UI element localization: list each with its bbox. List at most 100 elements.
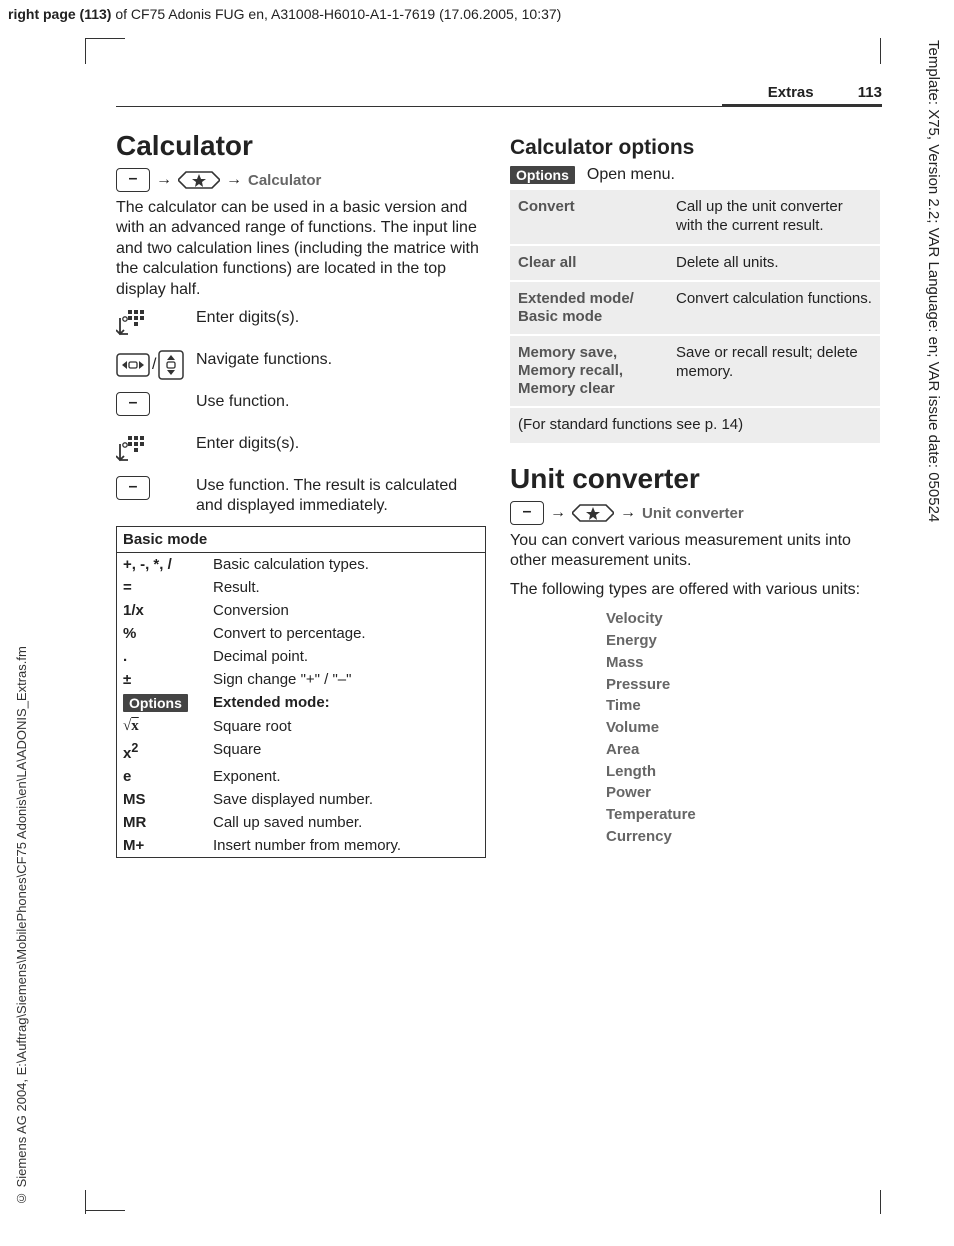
bb-key: MR: [123, 814, 213, 831]
unit-item: Time: [606, 695, 880, 717]
bb-val: Decimal point.: [213, 648, 479, 665]
dpad-icon: /: [116, 350, 196, 380]
unit-item: Length: [606, 761, 880, 783]
extras-star-icon: [572, 502, 614, 524]
unit-item: Volume: [606, 717, 880, 739]
keypad-icon: [116, 308, 146, 338]
unit-item: Energy: [606, 630, 880, 652]
bb-val: Basic calculation types.: [213, 556, 479, 573]
bb-key: .: [123, 648, 213, 665]
header-rule-thick: [722, 104, 882, 107]
unit-item: Currency: [606, 826, 880, 848]
extended-label: Extended mode:: [213, 694, 479, 712]
bb-key: %: [123, 625, 213, 642]
opt-key: Extended mode/ Basic mode: [518, 290, 676, 326]
step-row: / Navigate functions.: [116, 350, 486, 384]
softkey-icon: –: [510, 501, 544, 525]
bb-val: Result.: [213, 579, 479, 596]
crop-mark: [880, 1190, 881, 1214]
unit-item: Power: [606, 782, 880, 804]
crop-mark: [85, 38, 125, 39]
bb-val: Conversion: [213, 602, 479, 619]
calculator-intro: The calculator can be used in a basic ve…: [116, 198, 486, 300]
bb-key: M+: [123, 837, 213, 854]
crop-mark: [85, 1190, 86, 1214]
calculator-steps: Enter digits(s). / Navigate functions. –…: [116, 308, 486, 516]
opt-val: Convert calculation functions.: [676, 290, 872, 326]
bb-key: √x: [123, 718, 213, 735]
softkey-icon: –: [116, 392, 150, 416]
step-row: – Use function.: [116, 392, 486, 426]
options-pill: Options: [510, 166, 575, 184]
page-number: 113: [858, 84, 882, 101]
bb-key: MS: [123, 791, 213, 808]
bb-val: Square: [213, 741, 479, 762]
crop-mark: [85, 38, 86, 64]
template-note-left: © Siemens AG 2004, E:\Auftrag\Siemens\Mo…: [14, 446, 29, 1206]
basic-mode-table: Basic mode +, -, *, /Basic calculation t…: [116, 526, 486, 858]
keypad-icon: [116, 434, 146, 464]
bb-val: Save displayed number.: [213, 791, 479, 808]
bb-key: x2: [123, 741, 213, 762]
opt-val: Delete all units.: [676, 254, 872, 273]
opt-key: Convert: [518, 198, 676, 236]
step-text: Use function.: [196, 392, 289, 412]
options-footer: (For standard functions see p. 14): [518, 416, 872, 435]
template-note-right: Template: X75, Version 2.2; VAR Language…: [925, 40, 942, 600]
crop-mark: [85, 1210, 125, 1211]
bb-key: +, -, *, /: [123, 556, 213, 573]
step-text: Use function. The result is calculated a…: [196, 476, 486, 516]
step-row: – Use function. The result is calculated…: [116, 476, 486, 516]
step-text: Enter digits(s).: [196, 434, 299, 454]
options-open-line: Options Open menu.: [510, 166, 880, 184]
opt-val: Call up the unit converter with the curr…: [676, 198, 872, 236]
arrow-icon: →: [550, 504, 566, 522]
step-row: Enter digits(s).: [116, 434, 486, 468]
nav-label: Unit converter: [642, 505, 744, 522]
unit-item: Temperature: [606, 804, 880, 826]
bb-val: Insert number from memory.: [213, 837, 479, 854]
unit-intro: You can convert various measurement unit…: [510, 531, 880, 572]
open-menu-text: Open menu.: [587, 166, 675, 184]
crop-mark: [880, 38, 881, 64]
arrow-icon: →: [226, 171, 242, 189]
step-row: Enter digits(s).: [116, 308, 486, 342]
bb-key: ±: [123, 671, 213, 688]
unit-item: Pressure: [606, 674, 880, 696]
nav-path: – → → Calculator: [116, 168, 486, 192]
bb-key: =: [123, 579, 213, 596]
calc-options-heading: Calculator options: [510, 136, 880, 160]
bb-val: Call up saved number.: [213, 814, 479, 831]
units-list: Velocity Energy Mass Pressure Time Volum…: [606, 608, 880, 847]
opt-val: Save or recall result; delete memory.: [676, 344, 872, 398]
nav-path: – → → Unit converter: [510, 501, 880, 525]
arrow-icon: →: [156, 171, 172, 189]
bb-key: 1/x: [123, 602, 213, 619]
softkey-icon: –: [116, 476, 150, 500]
bb-val: Square root: [213, 718, 479, 735]
running-head: Extras 113: [768, 84, 882, 101]
source-header: right page (113) of CF75 Adonis FUG en, …: [8, 6, 561, 22]
opt-key: Memory save, Memory recall, Memory clear: [518, 344, 676, 398]
opt-key: Clear all: [518, 254, 676, 273]
right-column: Calculator options Options Open menu. Co…: [510, 130, 880, 858]
bb-val: Sign change "+" / "–": [213, 671, 479, 688]
bb-key: e: [123, 768, 213, 785]
basic-title: Basic mode: [117, 527, 485, 553]
unit-item: Area: [606, 739, 880, 761]
extras-star-icon: [178, 169, 220, 191]
arrow-icon: →: [620, 504, 636, 522]
unit-item: Velocity: [606, 608, 880, 630]
src-bold: right page (113): [8, 6, 111, 22]
bb-val: Convert to percentage.: [213, 625, 479, 642]
options-pill: Options: [123, 694, 188, 712]
nav-label: Calculator: [248, 172, 321, 189]
options-table: ConvertCall up the unit converter with t…: [510, 190, 880, 443]
softkey-icon: –: [116, 168, 150, 192]
unit-intro-2: The following types are offered with var…: [510, 580, 880, 600]
unit-converter-heading: Unit converter: [510, 463, 880, 495]
section-name: Extras: [768, 84, 814, 101]
left-column: Calculator – → → Calculator The calculat…: [116, 130, 486, 858]
calculator-heading: Calculator: [116, 130, 486, 162]
bb-val: Exponent.: [213, 768, 479, 785]
